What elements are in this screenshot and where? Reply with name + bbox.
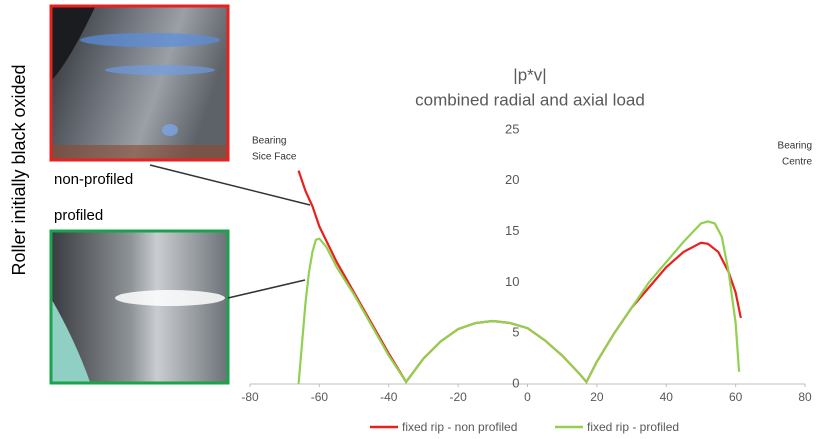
x-tick-label: -60 (311, 390, 329, 404)
series-line (297, 220, 741, 385)
x-tick-label: -20 (449, 390, 467, 404)
annotation: Centre (782, 157, 812, 168)
chart-title: |p*v| (513, 65, 546, 84)
y-tick-label: 10 (505, 274, 519, 289)
chart-subtitle: combined radial and axial load (415, 90, 645, 109)
y-tick-label: 5 (512, 325, 519, 340)
x-tick-label: 60 (729, 390, 743, 404)
photo-non-profiled (49, 4, 230, 162)
annotation: Sice Face (252, 152, 297, 163)
legend-label: fixed rip - non profiled (402, 420, 517, 434)
photo-label: non-profiled (54, 171, 133, 188)
x-tick-label: 0 (524, 390, 531, 404)
connector (227, 279, 306, 299)
side-label: Roller initially black oxided (9, 64, 29, 275)
y-tick-label: 25 (505, 121, 519, 136)
x-tick-label: 20 (590, 390, 604, 404)
x-tick-label: 80 (798, 390, 812, 404)
x-tick-label: -40 (380, 390, 398, 404)
photo-profiled (49, 229, 230, 385)
connector (149, 164, 311, 206)
x-tick-label: -80 (241, 390, 259, 404)
annotation: Bearing (252, 136, 286, 147)
y-tick-label: 0 (512, 375, 519, 390)
legend-label: fixed rip - profiled (587, 420, 679, 434)
y-tick-label: 20 (505, 172, 519, 187)
y-tick-label: 15 (505, 223, 519, 238)
x-tick-label: 40 (660, 390, 674, 404)
series-line (297, 170, 742, 384)
annotation: Bearing (778, 141, 812, 152)
photo-label: profiled (54, 207, 103, 224)
